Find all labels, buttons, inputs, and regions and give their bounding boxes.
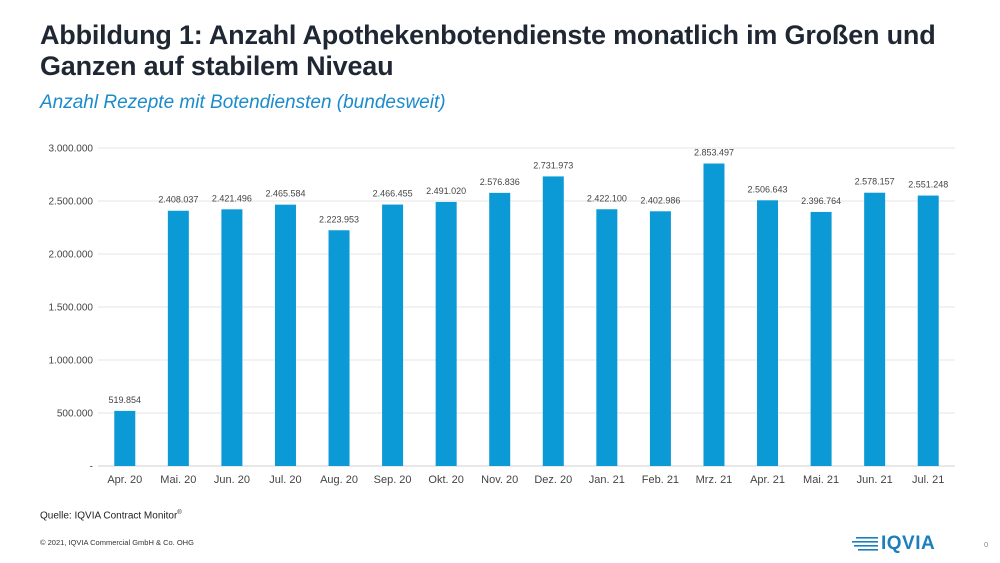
x-tick-label: Apr. 20 (107, 474, 142, 486)
data-label: 2.731.973 (533, 160, 573, 170)
data-label: 2.422.100 (587, 193, 627, 203)
x-tick-label: Apr. 21 (750, 474, 785, 486)
x-tick-label: Jan. 21 (589, 474, 625, 486)
iqvia-logo: IQVIA (852, 533, 936, 554)
x-tick-label: Mai. 21 (803, 474, 839, 486)
data-label: 519.854 (109, 395, 142, 405)
y-tick-label: - (90, 462, 93, 473)
chart-subtitle: Anzahl Rezepte mit Botendiensten (bundes… (40, 92, 446, 113)
registered-mark: ® (177, 510, 182, 516)
bar (167, 210, 189, 466)
y-tick-label: 1.000.000 (49, 356, 94, 367)
data-label: 2.551.248 (908, 180, 948, 190)
logo-text: IQVIA (881, 533, 936, 554)
x-tick-label: Jun. 21 (857, 474, 893, 486)
bar (274, 204, 296, 466)
y-tick-label: 1.500.000 (49, 303, 94, 314)
copyright-text: © 2021, IQVIA Commercial GmbH & Co. OHG (40, 538, 194, 547)
bar-chart: - 500.000 1.000.000 1.500.000 2.000.000 2.500… (49, 144, 955, 486)
y-tick-label: 2.500.000 (49, 197, 94, 208)
logo-lines-icon (852, 537, 878, 551)
data-label: 2.853.497 (694, 148, 734, 158)
x-tick-label: Mrz. 21 (696, 474, 733, 486)
data-label: 2.396.764 (801, 196, 841, 206)
bar (382, 204, 404, 466)
x-tick-label: Dez. 20 (534, 474, 572, 486)
bar (489, 192, 511, 466)
x-tick-label: Jul. 21 (912, 474, 944, 486)
data-label: 2.491.020 (426, 186, 466, 196)
data-label: 2.223.953 (319, 214, 359, 224)
bar (596, 209, 618, 467)
data-label: 2.578.157 (855, 177, 895, 187)
x-tick-label: Jul. 20 (269, 474, 301, 486)
x-tick-label: Jun. 20 (214, 474, 250, 486)
page-title: Abbildung 1: Anzahl Apothekenbotendienst… (40, 20, 936, 81)
bar (757, 200, 779, 466)
source-note: Quelle: IQVIA Contract Monitor® (40, 510, 182, 521)
source-text: Quelle: IQVIA Contract Monitor (40, 510, 178, 522)
page-number: 0 (984, 540, 989, 549)
x-tick-label: Aug. 20 (320, 474, 358, 486)
y-tick-label: 500.000 (57, 409, 94, 420)
data-label: 2.576.836 (480, 177, 520, 187)
bar (649, 211, 671, 466)
bar (703, 163, 725, 467)
data-label: 2.402.986 (640, 195, 680, 205)
bar (435, 201, 457, 466)
y-tick-label: 2.000.000 (49, 250, 94, 261)
bar (917, 195, 939, 466)
data-label: 2.408.037 (158, 195, 198, 205)
bar (810, 211, 832, 466)
bar (221, 209, 243, 467)
bar (114, 410, 136, 466)
x-tick-label: Okt. 20 (428, 474, 463, 486)
bar (328, 230, 350, 466)
data-label: 2.421.496 (212, 193, 252, 203)
x-tick-label: Sep. 20 (374, 474, 412, 486)
x-tick-label: Feb. 21 (642, 474, 679, 486)
x-tick-label: Mai. 20 (160, 474, 196, 486)
data-label: 2.506.643 (748, 184, 788, 194)
y-tick-label: 3.000.000 (49, 144, 94, 155)
data-label: 2.465.584 (265, 189, 305, 199)
data-label: 2.466.455 (373, 189, 413, 199)
bar (542, 176, 564, 466)
bar (864, 192, 886, 466)
x-tick-label: Nov. 20 (481, 474, 518, 486)
